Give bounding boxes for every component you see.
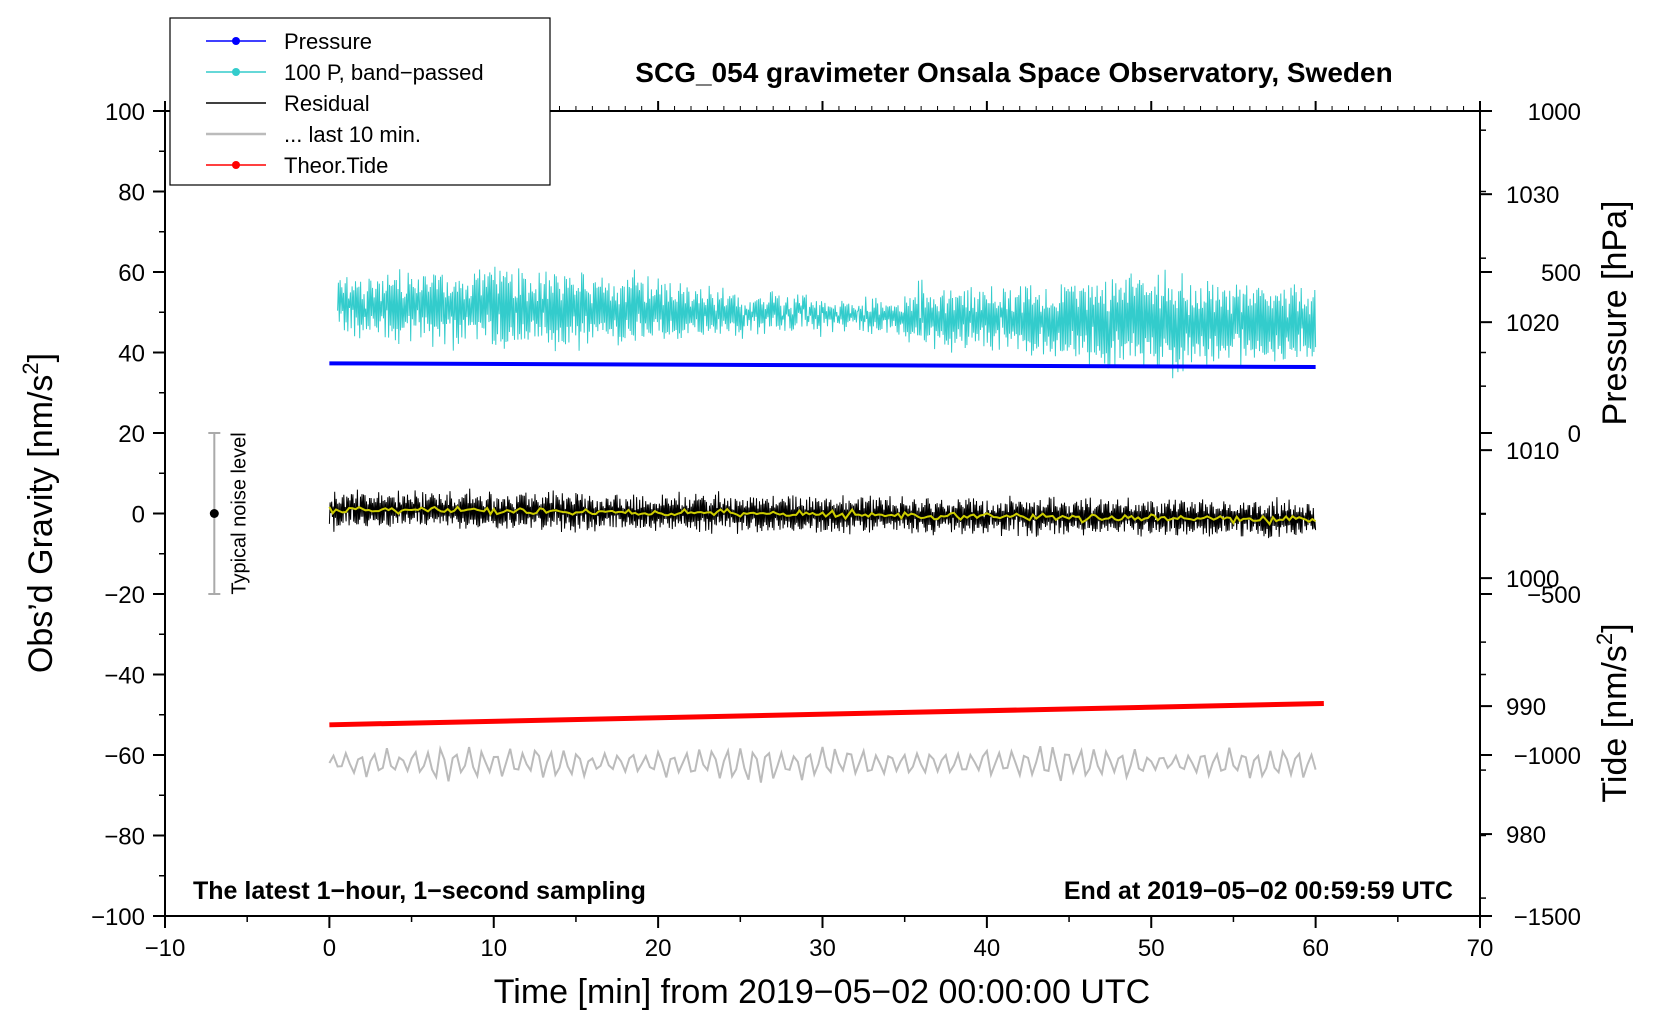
x-tick-label: −10 [145,935,186,962]
x-tick-label: 40 [974,935,1001,962]
legend-label: ... last 10 min. [284,122,421,147]
pressure-tick-label: 1030 [1506,182,1559,209]
y-tick-label: −20 [104,582,145,609]
tide-tick-label: 1000 [1528,99,1581,126]
x-tick-label: 30 [809,935,836,962]
y-tick-label: −80 [104,824,145,851]
legend-marker [232,161,240,169]
annotation-left: The latest 1−hour, 1−second sampling [193,877,646,905]
series-last-10-min [328,744,1317,783]
legend: Pressure 100 P, band−passed Residual ... la… [169,17,551,186]
tide-tick-label: 0 [1568,421,1581,448]
y-axis-tide-title-sup: 2 [1592,633,1617,645]
pressure-tick-label: 1020 [1506,310,1559,337]
tide-tick-label: −1500 [1514,904,1581,931]
y-tick-label: −40 [104,663,145,690]
y-axis-pressure-title: Pressure [hPa] [1596,201,1634,426]
series-pressure [329,361,1316,369]
tide-tick-label: −500 [1527,582,1581,609]
series-bandpassed-pressure [337,266,1317,379]
series-residual-smoothed [328,505,1317,526]
x-tick-label: 50 [1138,935,1165,962]
series-layer [328,266,1324,783]
legend-marker [232,68,240,76]
y-tick-label: 100 [105,99,145,126]
pressure-tick-label: 1000 [1506,566,1559,593]
y-axis-left-title-main: Obs’d Gravity [nm/s [22,375,60,674]
pressure-tick-label: 980 [1506,822,1546,849]
y-tick-label: 60 [118,260,145,287]
x-tick-label: 10 [480,935,507,962]
y-axis-left-title-sup: 2 [18,362,43,374]
legend-label: Residual [284,91,370,116]
legend-label: Theor.Tide [284,153,388,178]
noise-bar-point [209,509,219,518]
pressure-tick-label: 1010 [1506,438,1559,465]
y-axis-tide-title-end: ] [1596,623,1634,632]
noise-bar-label: Typical noise level [228,432,250,594]
y-tick-label: 80 [118,180,145,207]
x-axis: −10 0 10 20 30 40 50 60 70 [145,101,1494,962]
legend-label: Pressure [284,29,372,54]
x-tick-label: 20 [645,935,672,962]
legend-label: 100 P, band−passed [284,60,484,85]
y-axis-tide: −1500 −1000 −500 0 500 1000 [1480,99,1581,931]
tide-tick-label: −1000 [1514,743,1581,770]
x-tick-label: 60 [1302,935,1329,962]
annotation-right: End at 2019−05−02 00:59:59 UTC [1064,877,1453,905]
y-tick-label: 40 [118,341,145,368]
pressure-tick-label: 990 [1506,694,1546,721]
tide-tick-label: 500 [1541,260,1581,287]
legend-box [169,17,551,186]
chart-title: SCG_054 gravimeter Onsala Space Observat… [635,57,1392,88]
y-axis-tide-title: Tide [nm/s2] [1592,623,1634,802]
y-tick-label: 0 [132,502,145,529]
y-axis-left-title: Obs’d Gravity [nm/s2] [18,353,60,673]
y-axis-tide-title-main: Tide [nm/s [1596,645,1634,802]
noise-bar: Typical noise level [208,432,250,595]
series-theor-tide [329,700,1324,728]
y-tick-label: 20 [118,421,145,448]
y-axis-left: −100 −80 −60 −40 −20 0 20 40 60 80 100 [91,99,165,931]
x-tick-label: 0 [323,935,336,962]
x-axis-title: Time [min] from 2019−05−02 00:00:00 UTC [494,973,1150,1011]
x-tick-label: 70 [1467,935,1494,962]
legend-marker [232,37,240,45]
y-axis-left-title-end: ] [22,353,60,362]
y-tick-label: −100 [91,904,145,931]
y-axis-pressure: 980 990 1000 1010 1020 1030 [1480,129,1559,899]
y-tick-label: −60 [104,743,145,770]
